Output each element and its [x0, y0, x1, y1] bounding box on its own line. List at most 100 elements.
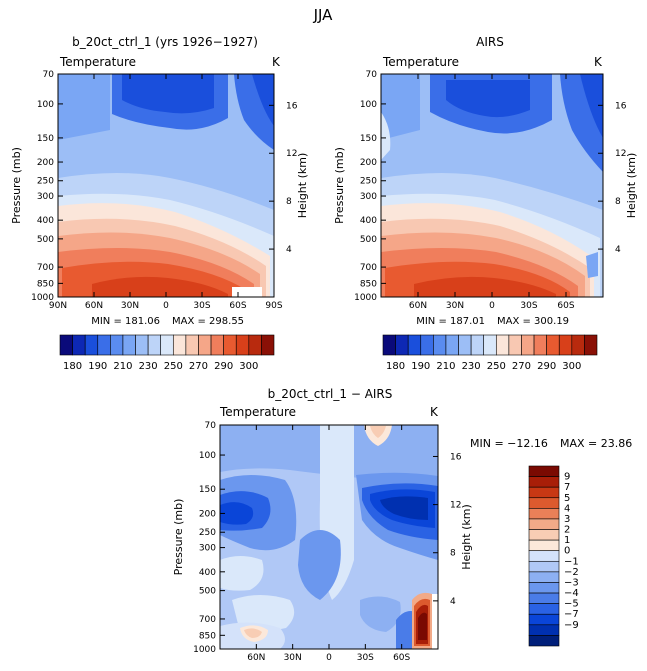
- colorbar-label: 230: [139, 361, 158, 372]
- y-right-tick-label: 12: [286, 149, 297, 159]
- colorbar-label: −2: [564, 567, 579, 578]
- missing-data: [432, 594, 438, 649]
- contour-band: [252, 74, 274, 126]
- colorbar-label: 270: [189, 361, 208, 372]
- max-label: MAX = 298.55: [172, 316, 244, 327]
- panel-diff-variable: Temperature: [219, 405, 296, 419]
- contour-band: [381, 74, 420, 140]
- y-right-tick-label: 8: [286, 197, 292, 207]
- colorbar-label: 230: [462, 361, 481, 372]
- contour-band: [380, 496, 428, 520]
- colorbar-cell: [528, 550, 560, 562]
- colorbar-label: 4: [564, 503, 570, 514]
- colorbar-label: −1: [564, 556, 579, 567]
- colorbar-cell: [528, 518, 560, 530]
- x-tick-label: 30N: [446, 301, 464, 311]
- colorbar-cell: [172, 334, 187, 356]
- colorbar-cell: [458, 334, 472, 356]
- panel-diff-title: b_20ct_ctrl_1 − AIRS: [268, 387, 393, 401]
- contour-band: [244, 628, 262, 638]
- colorbar-cell: [122, 334, 136, 356]
- y-tick-label: 70: [366, 70, 378, 80]
- colorbar-cell: [483, 334, 497, 356]
- colorbar-cell: [185, 334, 199, 356]
- colorbar-cell: [160, 334, 174, 356]
- y-axis-title: Pressure (mb): [172, 499, 185, 576]
- contour-band: [360, 596, 401, 632]
- y-right-tick-label: 4: [450, 597, 456, 607]
- panel-diff-units: K: [430, 405, 439, 419]
- panel-airs-units: K: [594, 55, 603, 69]
- colorbar-label: 290: [214, 361, 233, 372]
- max-label: MAX = 300.19: [497, 316, 569, 327]
- colorbar-cell: [261, 334, 275, 356]
- y-tick-label: 200: [37, 158, 54, 168]
- colorbar-cell: [528, 508, 560, 520]
- y-right-tick-label: 8: [450, 549, 456, 559]
- y-tick-label: 70: [205, 421, 217, 431]
- colorbar-cell: [495, 334, 510, 356]
- colorbar-cell: [135, 334, 149, 356]
- colorbar-label: 1: [564, 535, 570, 546]
- contour-band: [220, 556, 264, 591]
- colorbar-cell: [528, 571, 560, 583]
- colorbar-cell: [528, 582, 560, 594]
- y-tick-label: 500: [37, 235, 54, 245]
- x-tick-label: 30S: [357, 653, 374, 663]
- colorbar-cell: [210, 334, 224, 356]
- colorbar-cell: [59, 334, 73, 356]
- colorbar-cell: [433, 334, 447, 356]
- y-tick-label: 300: [37, 192, 54, 202]
- panel-model: b_20ct_ctrl_1 (yrs 1926−1927) Temperatur…: [57, 35, 281, 298]
- colorbar-label: 250: [487, 361, 506, 372]
- colorbar-label: −4: [564, 588, 579, 599]
- colorbar-label: 180: [63, 361, 82, 372]
- colorbar-cell: [528, 486, 560, 499]
- panel-airs-title: AIRS: [476, 35, 504, 49]
- missing-data: [232, 287, 262, 297]
- y-tick-label: 70: [43, 70, 55, 80]
- colorbar-label: 0: [564, 546, 570, 557]
- panel-diff-max-label: MAX = 23.86: [560, 437, 632, 450]
- contour-band: [418, 612, 427, 640]
- colorbar-label: −5: [564, 599, 579, 610]
- contour-band: [381, 112, 391, 160]
- y-axis-title: Pressure (mb): [333, 147, 346, 224]
- colorbar-cell: [528, 613, 560, 626]
- y-tick-label: 150: [37, 134, 54, 144]
- colorbar-cell: [528, 603, 560, 615]
- contour-band: [58, 74, 110, 140]
- y-tick-label: 400: [37, 216, 54, 226]
- colorbar-cell: [395, 334, 409, 356]
- colorbar-label: 300: [562, 361, 581, 372]
- colorbar-cell: [72, 334, 86, 356]
- colorbar-cell: [528, 635, 560, 647]
- colorbar-label: 300: [239, 361, 258, 372]
- y-right-tick-label: 4: [286, 245, 292, 255]
- contour-band: [92, 276, 228, 297]
- x-tick-label: 0: [326, 653, 332, 663]
- colorbar-cell: [528, 592, 560, 604]
- y-tick-label: 400: [199, 568, 216, 578]
- y-tick-label: 100: [199, 451, 216, 461]
- y-tick-label: 1000: [354, 293, 377, 303]
- panel-model-units: K: [272, 55, 281, 69]
- x-tick-label: 30S: [520, 301, 537, 311]
- min-label: MIN = 187.01: [416, 316, 485, 327]
- colorbar-cell: [584, 334, 598, 356]
- colorbar-label: 9: [564, 472, 570, 483]
- colorbar-cell: [521, 334, 535, 356]
- colorbar-cell: [528, 529, 560, 541]
- y-right-axis-title: Height (km): [460, 504, 473, 570]
- panel-diff-min-label: MIN = −12.16: [470, 437, 548, 450]
- y-tick-label: 150: [360, 134, 377, 144]
- x-tick-label: 60N: [409, 301, 427, 311]
- colorbar-cell: [508, 334, 522, 356]
- y-right-tick-label: 16: [286, 101, 298, 111]
- x-tick-label: 90S: [265, 301, 282, 311]
- y-right-axis-title: Height (km): [296, 153, 309, 219]
- colorbar-cell: [198, 334, 212, 356]
- colorbar-label: 210: [436, 361, 455, 372]
- colorbar-cell: [223, 334, 237, 356]
- y-tick-label: 300: [360, 192, 377, 202]
